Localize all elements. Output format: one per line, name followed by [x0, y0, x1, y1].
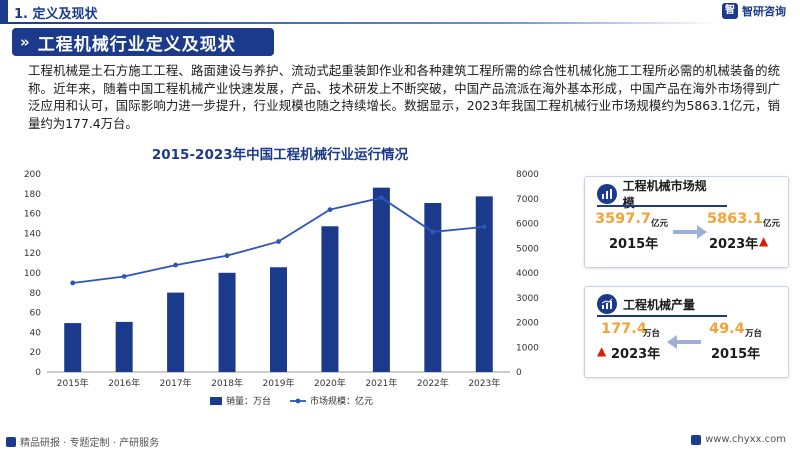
- bar: [475, 196, 493, 372]
- market-to-unit: 亿元: [763, 219, 781, 229]
- logo-mark-icon: 智: [722, 3, 738, 19]
- line-point: [173, 262, 179, 268]
- line-point: [70, 280, 76, 286]
- footer: 精品研报 · 专题定制 · 产研服务 www.chyxx.com: [0, 432, 800, 450]
- top-bar: 1. 定义及现状 智 智研咨询: [0, 0, 800, 24]
- output-old-unit: 万台: [745, 329, 763, 339]
- y-left-tick-label: 40: [30, 328, 42, 338]
- footer-slogan: 精品研报 · 专题定制 · 产研服务: [20, 438, 160, 449]
- section-title: 1. 定义及现状: [14, 7, 98, 22]
- bar: [270, 267, 287, 372]
- footer-logo-icon: [691, 434, 702, 445]
- x-tick-label: 2020年: [314, 377, 346, 389]
- x-tick-label: 2015年: [57, 377, 89, 389]
- market-to-value: 5863.1: [707, 211, 763, 227]
- output-new-value: 177.4: [601, 321, 647, 337]
- output-old-year: 2015年: [711, 347, 761, 362]
- y-right-tick-label: 3000: [516, 294, 539, 304]
- header-rule: [0, 22, 720, 24]
- intro-paragraph: 工程机械是土石方施工工程、路面建设与养护、流动式起重装卸作业和各种建筑工程所需的…: [28, 63, 780, 131]
- trend-up-icon: ▲: [597, 344, 607, 358]
- y-right-tick-label: 8000: [516, 170, 539, 180]
- footer-url[interactable]: www.chyxx.com: [705, 434, 786, 445]
- y-left-tick-label: 20: [30, 348, 42, 358]
- footer-logo-icon: [6, 436, 16, 447]
- line-point: [327, 207, 333, 213]
- x-tick-label: 2023年: [468, 377, 500, 389]
- y-left-tick-label: 160: [24, 210, 41, 220]
- chart-title: 2015-2023年中国工程机械行业运行情况: [151, 147, 409, 163]
- card-title: 工程机械产量: [623, 297, 696, 312]
- market-from-value: 3597.7: [595, 211, 651, 227]
- bar: [167, 292, 185, 372]
- bar: [218, 272, 236, 372]
- line-point: [430, 229, 436, 235]
- y-right-tick-label: 4000: [516, 269, 539, 279]
- x-tick-label: 2021年: [365, 377, 397, 389]
- market-from-unit: 亿元: [651, 219, 669, 229]
- y-right-tick-label: 2000: [516, 319, 539, 329]
- y-left-tick-label: 80: [30, 289, 42, 299]
- output-card: 工程机械产量 177.4 万台 ▲ 2023年 49.4 万台 2015年: [584, 286, 789, 378]
- x-tick-label: 2016年: [108, 377, 140, 389]
- output-new-year: 2023年: [611, 347, 661, 362]
- output-new-unit: 万台: [643, 329, 661, 339]
- line-point: [378, 195, 384, 201]
- bar-chart-icon: [597, 184, 617, 204]
- y-left-tick-label: 200: [24, 170, 41, 180]
- logo: 智 智研咨询: [722, 3, 786, 19]
- market-size-card: 工程机械市场规模 3597.7 亿元 2015年 5863.1 亿元 2023年…: [584, 176, 789, 268]
- page-title: 工程机械行业定义及现状: [37, 34, 236, 55]
- y-right-tick-label: 6000: [516, 220, 539, 230]
- y-left-tick-label: 100: [24, 269, 41, 279]
- market-from-year: 2015年: [609, 237, 659, 252]
- y-left-tick-label: 180: [24, 190, 41, 200]
- trend-up-icon: ▲: [759, 234, 769, 248]
- bar: [372, 187, 390, 372]
- y-left-tick-label: 140: [24, 229, 41, 239]
- x-tick-label: 2022年: [417, 377, 449, 389]
- title-banner: » 工程机械行业定义及现状: [12, 28, 274, 56]
- section-accent: [0, 0, 8, 24]
- arrow-left-icon: [667, 335, 701, 349]
- y-right-tick-label: 1000: [516, 343, 539, 353]
- y-right-tick-label: 5000: [516, 244, 539, 254]
- line-point: [121, 274, 127, 279]
- footer-left: 精品研报 · 专题定制 · 产研服务: [6, 434, 159, 449]
- legend-line-label: 市场规模：亿元: [310, 395, 373, 407]
- logo-text: 智研咨询: [742, 5, 786, 18]
- y-right-tick-label: 7000: [516, 195, 539, 205]
- combo-chart: 0204060801001201401601802000100020003000…: [24, 170, 539, 407]
- card-header: 工程机械市场规模: [597, 179, 727, 210]
- line-point: [276, 239, 281, 244]
- footer-right: www.chyxx.com: [691, 434, 786, 445]
- bar: [321, 226, 339, 372]
- chevron-icon: »: [20, 33, 30, 51]
- market-to-year: 2023年: [709, 237, 759, 252]
- output-old-value: 49.4: [709, 321, 745, 337]
- line-point: [481, 224, 487, 230]
- bar: [424, 203, 442, 372]
- legend-bar-label: 销量：万台: [226, 395, 271, 407]
- y-left-tick-label: 0: [35, 368, 41, 378]
- y-left-tick-label: 120: [24, 249, 41, 259]
- y-left-tick-label: 60: [30, 309, 42, 319]
- x-tick-label: 2019年: [263, 377, 295, 389]
- arrow-right-icon: [673, 225, 707, 239]
- bar: [64, 323, 82, 372]
- x-tick-label: 2018年: [211, 377, 243, 389]
- legend-line-marker: [295, 398, 301, 404]
- y-right-tick-label: 0: [516, 368, 522, 378]
- line-point: [224, 253, 230, 259]
- card-header: 工程机械产量: [597, 293, 727, 317]
- bar: [115, 321, 133, 372]
- card-underline: [597, 205, 727, 207]
- legend-bar-swatch: [210, 397, 222, 405]
- trend-chart-icon: [597, 294, 617, 314]
- card-underline: [597, 315, 727, 317]
- x-tick-label: 2017年: [160, 377, 192, 389]
